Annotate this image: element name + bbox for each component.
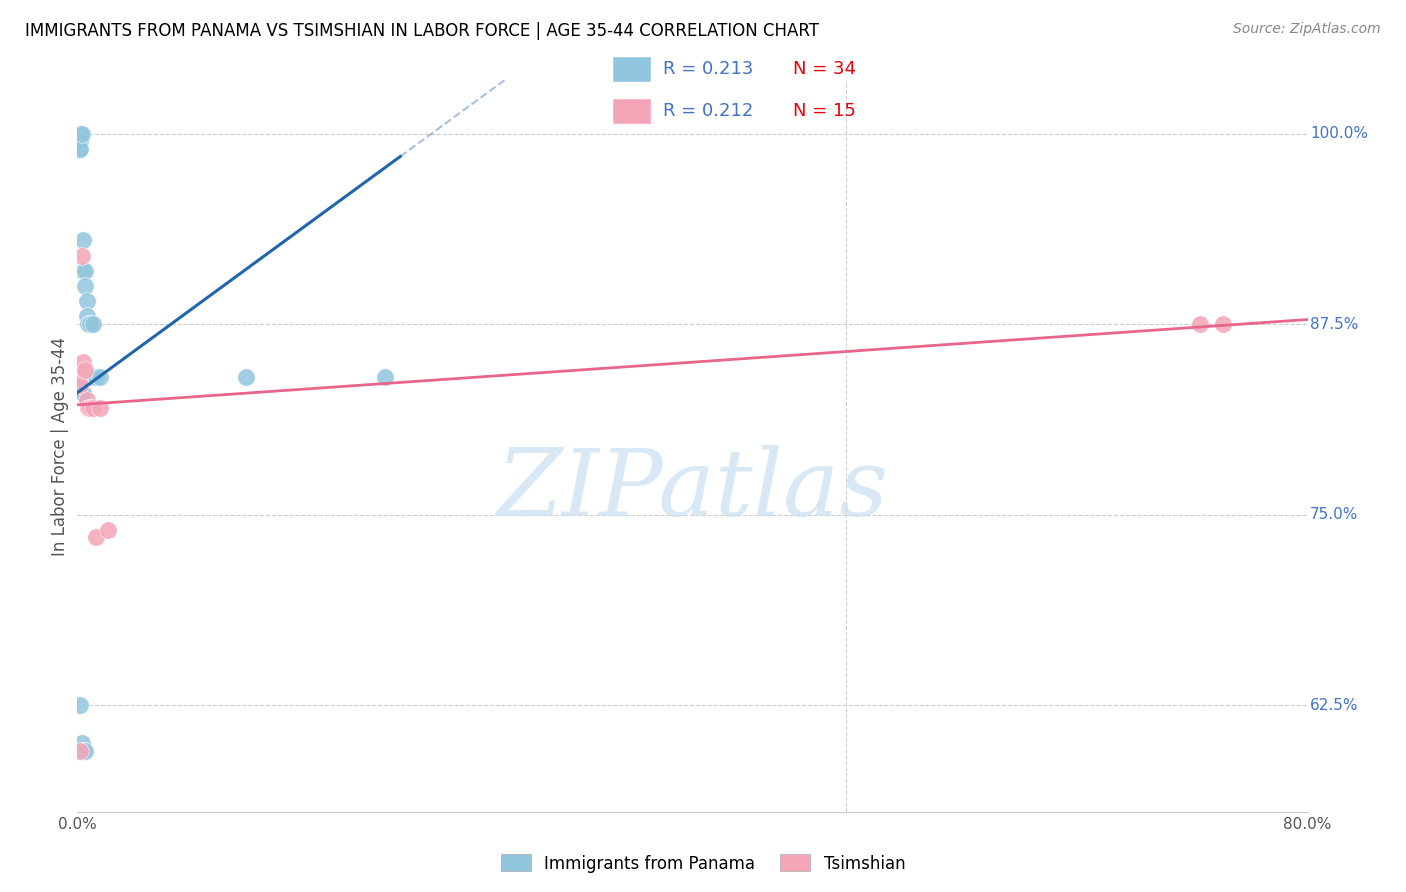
Legend: Immigrants from Panama, Tsimshian: Immigrants from Panama, Tsimshian: [494, 847, 912, 880]
Point: [1188, 317, 1211, 331]
Y-axis label: In Labor Force | Age 35-44: In Labor Force | Age 35-44: [51, 336, 69, 556]
Point: [235, 370, 257, 384]
Point: [73, 744, 96, 758]
Point: [76, 310, 98, 324]
Point: [374, 370, 396, 384]
Point: [84, 531, 107, 545]
Point: [70, 370, 93, 384]
Point: [76, 294, 98, 309]
Point: [89, 401, 111, 415]
Point: [72, 355, 94, 369]
Point: [70, 385, 93, 400]
Point: [69, 370, 91, 384]
Text: N = 15: N = 15: [793, 102, 856, 120]
Text: IMMIGRANTS FROM PANAMA VS TSIMSHIAN IN LABOR FORCE | AGE 35-44 CORRELATION CHART: IMMIGRANTS FROM PANAMA VS TSIMSHIAN IN L…: [25, 22, 820, 40]
Point: [69, 127, 91, 141]
Point: [72, 233, 94, 247]
Point: [69, 142, 91, 156]
Point: [73, 264, 96, 278]
Point: [69, 134, 91, 148]
Point: [70, 736, 93, 750]
Point: [70, 248, 93, 262]
Text: 75.0%: 75.0%: [1310, 507, 1358, 522]
Bar: [612, 98, 651, 124]
Point: [73, 370, 96, 384]
Text: R = 0.212: R = 0.212: [664, 102, 754, 120]
Point: [77, 370, 100, 384]
Point: [77, 401, 100, 415]
Text: 62.5%: 62.5%: [1310, 698, 1358, 713]
Text: R = 0.213: R = 0.213: [664, 60, 754, 78]
Text: Source: ZipAtlas.com: Source: ZipAtlas.com: [1233, 22, 1381, 37]
Point: [97, 523, 120, 537]
Point: [79, 401, 101, 415]
Point: [67, 127, 90, 141]
Point: [82, 401, 104, 415]
Point: [89, 370, 111, 384]
Point: [76, 393, 98, 408]
Point: [69, 378, 91, 392]
Text: 100.0%: 100.0%: [1310, 126, 1368, 141]
Point: [72, 744, 94, 758]
Point: [73, 279, 96, 293]
Point: [67, 370, 90, 384]
Point: [84, 370, 107, 384]
Text: N = 34: N = 34: [793, 60, 856, 78]
Point: [79, 317, 101, 331]
Text: 87.5%: 87.5%: [1310, 317, 1358, 332]
Point: [69, 698, 91, 712]
Point: [69, 744, 91, 758]
Point: [82, 317, 104, 331]
Point: [1212, 317, 1234, 331]
Point: [72, 264, 94, 278]
Point: [76, 370, 98, 384]
Point: [69, 370, 91, 384]
Text: ZIPatlas: ZIPatlas: [496, 445, 889, 535]
Point: [80, 370, 103, 384]
Point: [70, 385, 93, 400]
Point: [73, 363, 96, 377]
Point: [70, 127, 93, 141]
Bar: [612, 56, 651, 82]
Point: [67, 134, 90, 148]
Point: [77, 317, 100, 331]
Point: [72, 385, 94, 400]
Point: [67, 142, 90, 156]
